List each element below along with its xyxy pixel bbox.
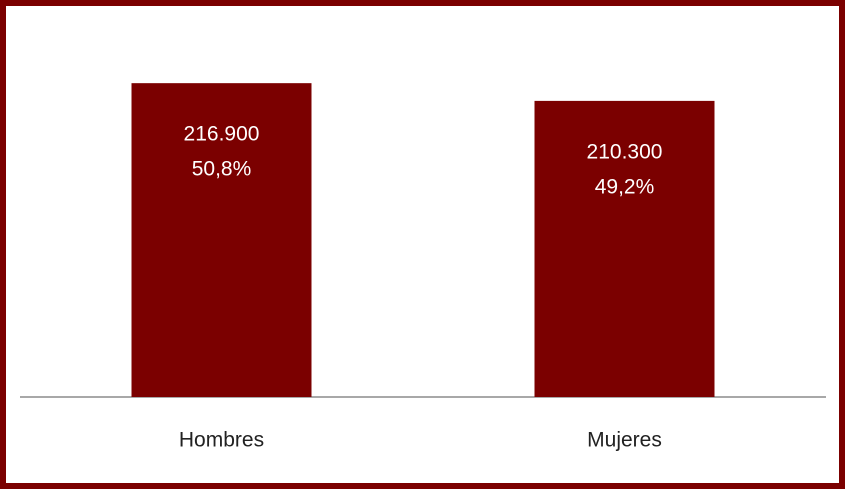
bar (131, 83, 312, 398)
bar (534, 100, 715, 397)
x-tick-label: Hombres (179, 429, 264, 452)
value-label: 210.300 (587, 140, 663, 163)
value-label: 216.900 (184, 123, 260, 146)
x-tick-label: Mujeres (587, 429, 662, 452)
share-label: 50,8% (192, 158, 252, 181)
share-label: 49,2% (595, 175, 655, 198)
